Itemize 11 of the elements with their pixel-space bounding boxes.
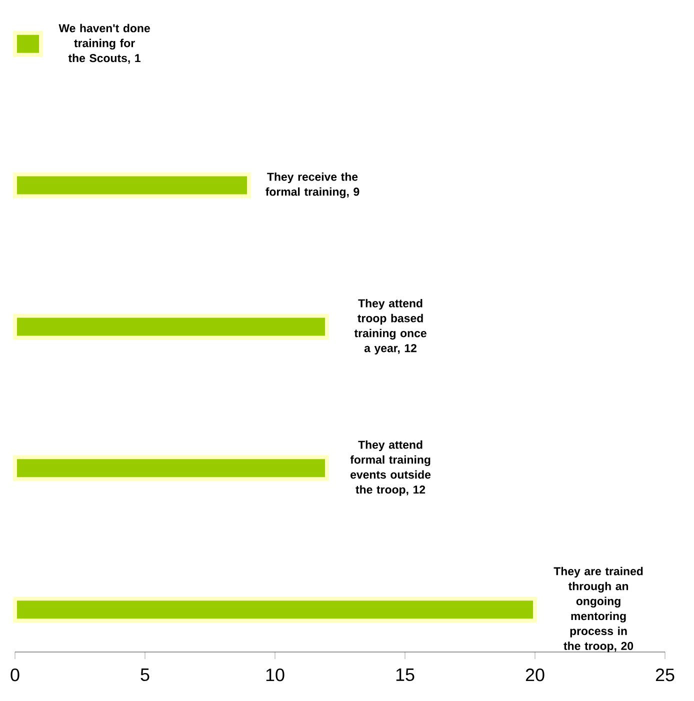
data-label: They are trained through an ongoing mentoring process in the troop, 20 xyxy=(554,566,643,652)
x-tick-label: 25 xyxy=(656,668,674,682)
data-label: They attend troop based training once a year, 12 xyxy=(354,298,426,354)
x-tick-label: 0 xyxy=(10,668,20,682)
x-tick-label: 20 xyxy=(526,668,544,682)
x-tick-label: 15 xyxy=(396,668,414,682)
data-label: They receive the formal training, 9 xyxy=(266,172,360,198)
data-label: They attend formal training events outside the troop, 12 xyxy=(350,440,431,496)
data-label: We haven't done training for the Scouts, 1 xyxy=(58,24,150,64)
x-tick-label: 5 xyxy=(140,668,150,682)
x-tick-label: 10 xyxy=(266,668,284,682)
